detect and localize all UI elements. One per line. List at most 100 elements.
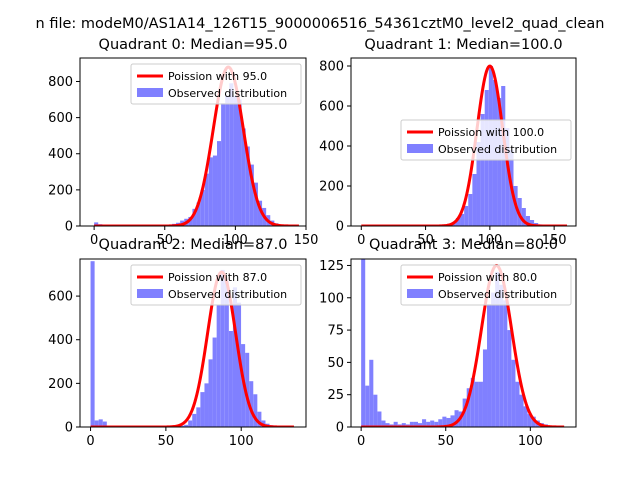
y-tick-label: 25 (327, 388, 344, 403)
histogram-bar (455, 218, 461, 226)
y-tick-label: 400 (319, 140, 344, 155)
histogram-bar (519, 394, 524, 427)
histogram-bar (257, 411, 262, 427)
histogram-bar (236, 302, 242, 427)
legend-label-observed: Observed distribution (168, 288, 287, 301)
histogram-bar (474, 381, 479, 427)
x-tick-label: 100 (518, 434, 543, 449)
histogram-bar (409, 421, 414, 427)
histogram-bar (426, 421, 431, 427)
y-tick-label: 200 (48, 377, 73, 392)
histogram-bar (257, 200, 263, 226)
legend: Poission with 100.0 Observed distribution (400, 119, 572, 161)
histogram-bar (204, 383, 209, 427)
legend-patch-swatch (137, 289, 163, 298)
histogram-bar (192, 208, 197, 226)
histogram-bar (385, 423, 390, 427)
histogram-bar (460, 214, 465, 226)
y-tick-label: 200 (319, 180, 344, 195)
legend-box (130, 264, 302, 306)
histogram-bar (472, 174, 477, 226)
x-tick-label: 50 (417, 233, 434, 248)
histogram-bar (228, 331, 233, 427)
x-tick-label: 150 (294, 233, 319, 248)
y-tick-label: 800 (319, 60, 344, 75)
poisson-fit-line (93, 65, 300, 226)
histogram-bar (521, 208, 526, 226)
histogram-bar (369, 359, 374, 427)
legend: Poission with 80.0 Observed distribution (400, 264, 572, 306)
histogram-bar (507, 330, 512, 427)
histogram-bar (482, 349, 488, 427)
histogram-bar (487, 304, 492, 427)
histogram-bar (94, 222, 99, 226)
histogram-bar (212, 155, 218, 226)
histogram-bar (94, 420, 99, 427)
histogram-bar (505, 128, 510, 226)
histogram-bar (241, 128, 246, 226)
legend-box (400, 264, 572, 306)
panel-title: Quadrant 0: Median=95.0 (99, 37, 288, 53)
histogram-bar (249, 164, 254, 226)
histogram-bar (208, 359, 213, 427)
y-tick-label: 50 (327, 356, 344, 371)
y-tick-label: 0 (65, 220, 73, 235)
histogram-bar (464, 206, 469, 226)
histogram-bar (470, 377, 475, 427)
x-tick-label: 50 (437, 434, 454, 449)
histogram-bar (531, 416, 536, 427)
histogram-bar (245, 146, 250, 226)
x-tick-label: 50 (158, 434, 175, 449)
y-tick-label: 600 (319, 100, 344, 115)
histogram-bar (523, 406, 528, 427)
x-tick-label: 0 (357, 233, 365, 248)
histogram-bar (417, 423, 423, 427)
x-tick-label: 100 (223, 233, 248, 248)
histogram-bar (365, 385, 370, 427)
axes-frame (79, 57, 307, 227)
x-tick-label: 150 (542, 233, 567, 248)
panel-quadrant-2: 0 50 100 0 200 400 600 Quadrant 2: Median=87.0 P… (48, 237, 307, 449)
y-tick-label: 75 (327, 324, 344, 339)
histogram-bar (216, 304, 221, 427)
panel-title: Quadrant 2: Median=87.0 (99, 237, 288, 253)
histogram-bar (90, 261, 95, 427)
histogram-bar (446, 417, 451, 427)
histogram-bar (192, 413, 197, 427)
axes-frame (350, 57, 577, 227)
histogram-bar (200, 189, 205, 226)
histogram-bar (102, 421, 107, 427)
histogram-bar (401, 423, 406, 427)
y-tick-label: 800 (48, 75, 73, 90)
y-tick-label: 600 (48, 290, 73, 305)
figure-suptitle: n file: modeM0/AS1A14_126T15_9000006516_… (36, 16, 605, 32)
panel-title: Quadrant 3: Median=80.0 (369, 237, 558, 253)
histogram-bar (430, 420, 435, 427)
histogram-bar (184, 424, 189, 427)
histogram-bar (220, 269, 225, 427)
histogram-bar (204, 173, 209, 226)
y-tick-label: 100 (319, 291, 344, 306)
legend: Poission with 87.0 Observed distribution (130, 264, 302, 306)
histogram-bar (253, 182, 258, 226)
legend-patch-swatch (407, 289, 433, 298)
y-tick-label: 0 (336, 421, 344, 436)
histogram-bar (480, 114, 485, 226)
histogram-bar (499, 284, 504, 427)
legend-patch-swatch (407, 144, 433, 153)
histogram-bar (527, 414, 532, 427)
histogram-bar (180, 425, 185, 427)
poisson-fit-line (360, 264, 565, 427)
y-tick-label: 400 (48, 333, 73, 348)
y-tick-label: 200 (48, 183, 73, 198)
histogram-bar (450, 415, 455, 427)
histogram-bar (200, 392, 205, 427)
histogram-bar (511, 359, 516, 427)
y-tick-label: 400 (48, 147, 73, 162)
histogram-bar (515, 381, 520, 427)
y-tick-label: 600 (48, 111, 73, 126)
histogram-bar (525, 216, 530, 226)
histogram-bar (196, 407, 201, 427)
histogram-bar (245, 352, 250, 427)
